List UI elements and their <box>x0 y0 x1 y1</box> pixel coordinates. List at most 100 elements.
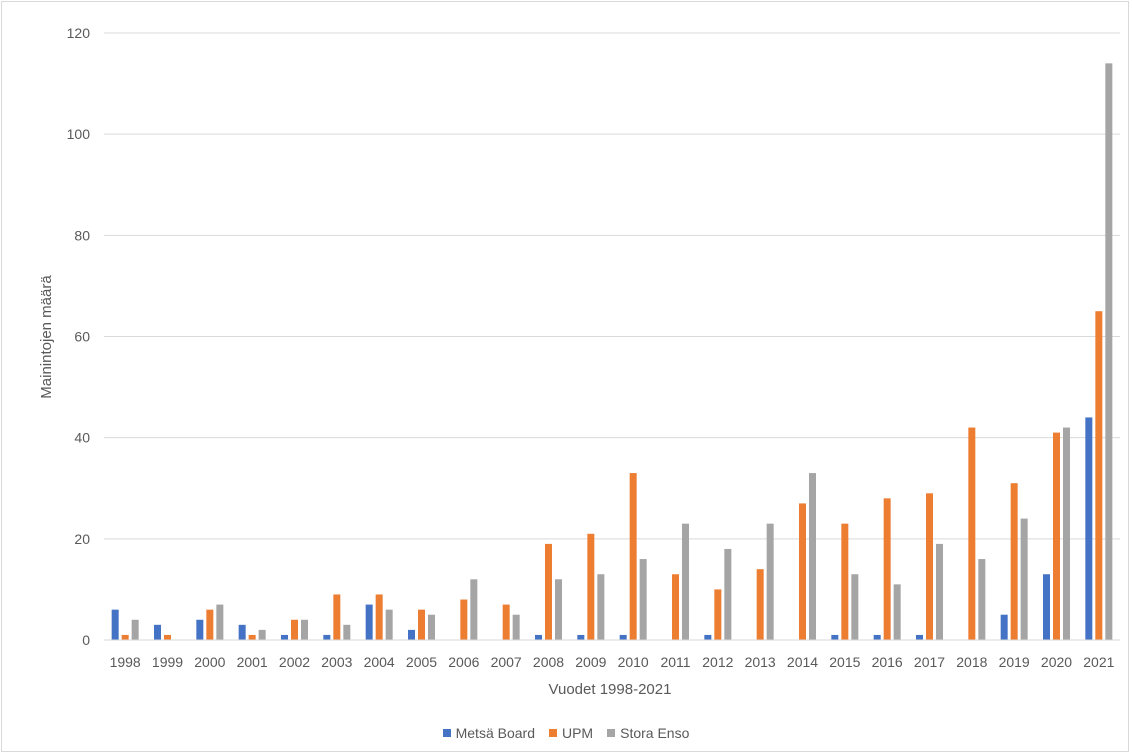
bar-stora-enso-2015 <box>851 574 859 640</box>
bar-mets-board-2016 <box>873 634 881 640</box>
x-tick-label: 2007 <box>491 654 522 670</box>
bar-stora-enso-2017 <box>936 543 943 640</box>
x-tick-label: 2013 <box>745 654 776 670</box>
bar-mets-board-2009 <box>577 634 585 640</box>
y-tick-label: 0 <box>82 632 90 648</box>
bar-upm-1998 <box>121 634 129 640</box>
x-tick-label: 1999 <box>152 654 183 670</box>
x-tick-label: 2000 <box>194 654 225 670</box>
x-tick-label: 2004 <box>364 654 395 670</box>
bar-upm-2006 <box>460 599 468 640</box>
legend-item: UPM <box>548 725 594 741</box>
bar-mets-board-2015 <box>831 634 839 640</box>
y-tick-label: 120 <box>67 25 91 41</box>
x-tick-label: 2019 <box>999 654 1030 670</box>
bar-upm-2011 <box>672 574 679 640</box>
bar-upm-2010 <box>629 473 637 640</box>
bar-stora-enso-2012 <box>724 548 732 640</box>
x-tick-label: 2021 <box>1083 654 1114 670</box>
x-tick-label: 2009 <box>575 654 606 670</box>
bar-stora-enso-2020 <box>1063 427 1070 640</box>
bar-stora-enso-2018 <box>978 559 986 640</box>
bar-stora-enso-2014 <box>809 473 816 640</box>
legend-item: Stora Enso <box>607 725 689 741</box>
bar-mets-board-2003 <box>323 634 331 640</box>
x-tick-label: 2011 <box>660 654 690 670</box>
x-tick-label: 2017 <box>914 654 945 670</box>
y-tick-label: 20 <box>74 531 90 547</box>
bar-upm-2003 <box>333 594 341 640</box>
x-tick-label: 2008 <box>533 654 564 670</box>
bar-mets-board-2008 <box>535 634 542 640</box>
bar-upm-2001 <box>248 634 256 640</box>
bar-mets-board-2017 <box>916 634 923 640</box>
x-tick-label: 2001 <box>237 654 268 670</box>
x-tick-label: 2005 <box>406 654 437 670</box>
legend-label: UPM <box>561 725 594 741</box>
x-tick-label: 2010 <box>618 654 649 670</box>
bar-upm-2002 <box>291 619 298 640</box>
x-tick-label: 2012 <box>702 654 733 670</box>
legend-item: Metsä Board <box>442 725 535 741</box>
x-tick-label: 1998 <box>110 654 141 670</box>
bar-mets-board-2021 <box>1085 417 1093 640</box>
bar-upm-2017 <box>926 493 933 640</box>
y-tick-label: 80 <box>74 227 90 243</box>
bar-upm-2021 <box>1095 311 1103 640</box>
bars <box>111 63 1113 641</box>
legend-label: Metsä Board <box>455 725 535 741</box>
x-tick-label: 2018 <box>956 654 987 670</box>
bar-upm-2018 <box>968 427 976 640</box>
bar-upm-2008 <box>545 543 552 640</box>
gridlines <box>104 32 1120 641</box>
bar-upm-2014 <box>799 503 806 640</box>
bar-upm-2013 <box>756 569 764 640</box>
bar-mets-board-2004 <box>365 604 373 640</box>
bar-stora-enso-2011 <box>682 523 689 640</box>
bar-stora-enso-2003 <box>343 624 351 640</box>
bar-stora-enso-2009 <box>597 574 605 640</box>
bar-upm-2000 <box>206 609 214 640</box>
bar-upm-2012 <box>714 589 722 640</box>
x-tick-label: 2016 <box>872 654 903 670</box>
bar-stora-enso-2004 <box>385 609 393 640</box>
x-tick-label: 2020 <box>1041 654 1072 670</box>
bar-mets-board-2002 <box>281 634 288 640</box>
x-tick-label: 2014 <box>787 654 818 670</box>
bar-upm-2019 <box>1010 483 1018 640</box>
bar-upm-2005 <box>418 609 425 640</box>
y-tick-label: 60 <box>74 329 90 345</box>
bar-mets-board-2012 <box>704 634 712 640</box>
bar-upm-2020 <box>1053 432 1060 640</box>
legend-swatch <box>607 729 616 737</box>
bar-stora-enso-2000 <box>216 604 224 640</box>
bar-mets-board-2001 <box>238 624 246 640</box>
bar-mets-board-2000 <box>196 619 204 640</box>
bar-upm-2009 <box>587 533 595 640</box>
bar-stora-enso-2013 <box>766 523 774 640</box>
x-axis-title: Vuodet 1998-2021 <box>549 681 672 698</box>
bar-stora-enso-2001 <box>258 629 266 640</box>
bar-stora-enso-2006 <box>470 579 478 640</box>
bar-stora-enso-2008 <box>555 579 562 640</box>
chart-legend: Metsä Board UPM Stora Enso <box>0 725 1132 741</box>
bar-stora-enso-2007 <box>512 614 520 640</box>
y-tick-label: 40 <box>74 430 90 446</box>
y-axis-title: Mainintojen määrä <box>38 275 55 399</box>
bar-upm-2004 <box>375 594 383 640</box>
bar-upm-2016 <box>883 498 891 640</box>
bar-upm-2015 <box>841 523 849 640</box>
x-tick-labels: 1998 1999 2000 2001 2002 2003 2004 2005 2006 2007… <box>110 654 1115 670</box>
bar-mets-board-2019 <box>1000 614 1008 640</box>
x-tick-label: 2015 <box>829 654 860 670</box>
bar-mets-board-2020 <box>1043 574 1050 640</box>
bar-stora-enso-2002 <box>301 619 308 640</box>
x-tick-label: 2006 <box>448 654 479 670</box>
bar-stora-enso-2016 <box>893 584 901 640</box>
legend-swatch <box>548 729 557 737</box>
legend-label: Stora Enso <box>620 725 690 741</box>
bar-stora-enso-2005 <box>428 614 435 640</box>
legend-swatch <box>442 729 451 737</box>
bar-mets-board-2005 <box>408 629 415 640</box>
